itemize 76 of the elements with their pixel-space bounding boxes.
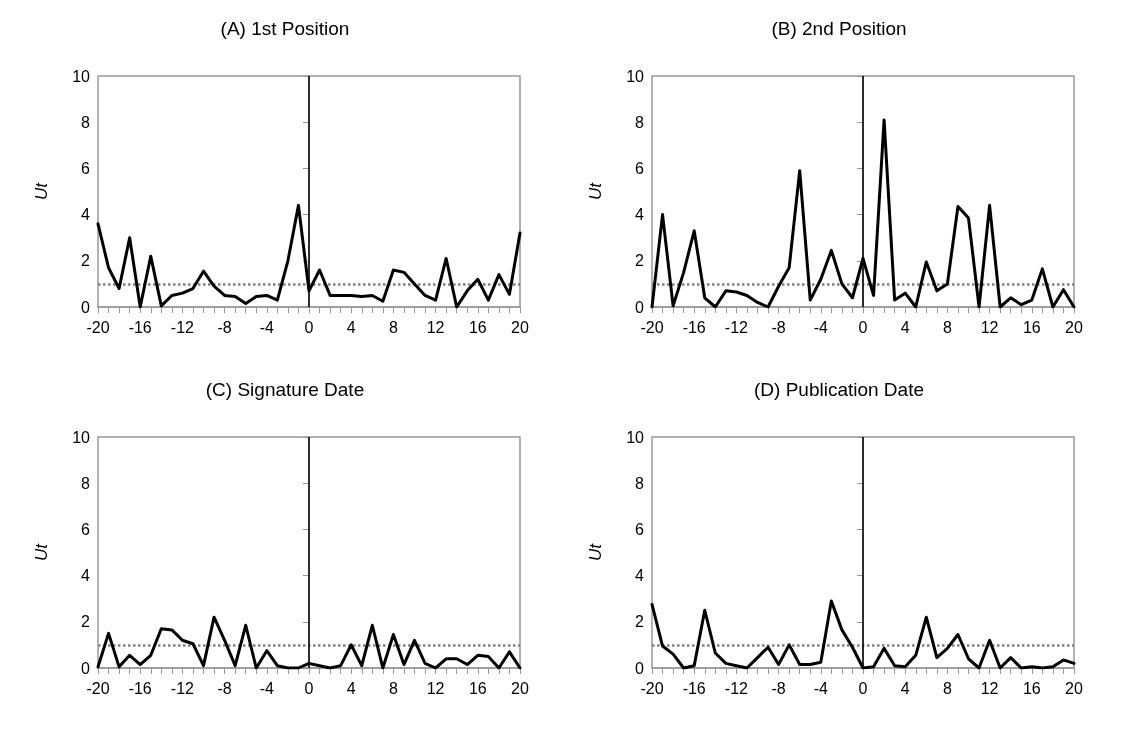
x-tick-label: 0 (304, 318, 314, 336)
x-tick-label: -8 (217, 318, 232, 336)
x-tick-label: -20 (86, 679, 110, 697)
x-tick-label: -12 (170, 679, 195, 697)
x-tick-label: 8 (388, 318, 398, 336)
x-tick-label: 8 (388, 679, 398, 697)
y-tick-label: 10 (626, 67, 645, 85)
y-tick-label: 2 (81, 252, 91, 270)
x-tick-label: -16 (128, 679, 152, 697)
x-tick-label: -8 (771, 318, 786, 336)
y-tick-label: 8 (635, 474, 645, 492)
x-tick-label: 12 (426, 679, 445, 697)
y-tick-label: 8 (81, 113, 91, 131)
y-tick-label: 4 (635, 567, 645, 585)
x-tick-label: 16 (1022, 318, 1041, 336)
x-tick-label: -8 (217, 679, 232, 697)
chart-title: (C) Signature Date (205, 379, 365, 400)
x-tick-label: -8 (771, 679, 786, 697)
x-tick-label: -12 (724, 318, 749, 336)
x-tick-label: 4 (900, 318, 910, 336)
chart-title: (D) Publication Date (753, 379, 925, 400)
y-tick-label: 4 (81, 567, 91, 585)
x-tick-label: -20 (640, 318, 664, 336)
y-tick-label: 4 (81, 206, 91, 224)
y-tick-label: 0 (81, 298, 91, 316)
chart-title: (B) 2nd Position (771, 18, 907, 39)
x-tick-label: 20 (1065, 679, 1083, 697)
y-tick-label: 6 (81, 159, 91, 177)
y-tick-label: 0 (635, 659, 645, 677)
y-tick-label: 2 (635, 613, 645, 631)
y-tick-label: 2 (635, 252, 645, 270)
x-tick-label: 4 (900, 679, 910, 697)
x-tick-label: 20 (1065, 318, 1083, 336)
chart-title: (A) 1st Position (220, 18, 350, 39)
y-tick-label: 6 (635, 159, 645, 177)
y-tick-label: 8 (81, 474, 91, 492)
x-tick-label: 16 (468, 679, 487, 697)
y-tick-label: 4 (635, 206, 645, 224)
x-tick-label: 20 (511, 318, 529, 336)
x-tick-label: 8 (942, 679, 952, 697)
x-tick-label: -4 (259, 679, 275, 697)
y-tick-label: 10 (626, 428, 645, 446)
y-tick-label: 10 (72, 67, 91, 85)
y-tick-label: 6 (81, 520, 91, 538)
y-axis-title: Ut (32, 542, 51, 561)
x-tick-label: -20 (86, 318, 110, 336)
x-tick-label: 20 (511, 679, 529, 697)
x-tick-label: -16 (128, 318, 152, 336)
y-tick-label: 8 (635, 113, 645, 131)
x-tick-label: -4 (259, 318, 275, 336)
x-tick-label: 0 (304, 679, 314, 697)
x-tick-label: 4 (346, 679, 356, 697)
x-tick-label: 12 (980, 679, 999, 697)
x-tick-label: 16 (1022, 679, 1041, 697)
x-tick-label: -12 (170, 318, 195, 336)
x-tick-label: 4 (346, 318, 356, 336)
x-tick-label: 16 (468, 318, 487, 336)
y-tick-label: 0 (81, 659, 91, 677)
x-tick-label: 12 (426, 318, 445, 336)
x-tick-label: -16 (682, 679, 706, 697)
x-tick-label: -16 (682, 318, 706, 336)
x-tick-label: 8 (942, 318, 952, 336)
x-tick-label: 12 (980, 318, 999, 336)
y-tick-label: 6 (635, 520, 645, 538)
x-tick-label: 0 (858, 679, 868, 697)
y-axis-title: Ut (586, 542, 605, 561)
x-tick-label: -20 (640, 679, 664, 697)
x-tick-label: -4 (813, 679, 829, 697)
y-axis-title: Ut (586, 181, 605, 200)
x-tick-label: -12 (724, 679, 749, 697)
y-tick-label: 0 (635, 298, 645, 316)
y-tick-label: 10 (72, 428, 91, 446)
y-tick-label: 2 (81, 613, 91, 631)
x-tick-label: 0 (858, 318, 868, 336)
y-axis-title: Ut (32, 181, 51, 200)
x-tick-label: -4 (813, 318, 829, 336)
